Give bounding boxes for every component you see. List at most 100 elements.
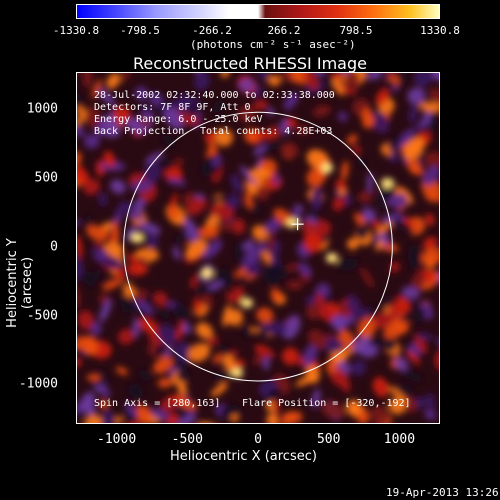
x-tick-label: -1000 [97, 432, 137, 447]
heatmap-blob [256, 73, 270, 81]
heatmap-blob [281, 142, 299, 160]
info-method: Back Projection [94, 126, 185, 137]
heatmap-blob [243, 239, 254, 251]
heatmap-blob [100, 255, 123, 270]
heatmap-blob [175, 405, 188, 419]
heatmap-blob [424, 151, 439, 170]
heatmap-blob [256, 329, 270, 338]
heatmap-blob [403, 137, 425, 160]
heatmap-blob [82, 338, 99, 356]
heatmap-blob [209, 196, 230, 203]
heatmap-blob [359, 343, 378, 358]
heatmap-blob [182, 322, 192, 334]
heatmap-blob [128, 262, 146, 276]
heatmap-blob [226, 309, 244, 326]
heatmap-blob [190, 273, 199, 289]
heatmap-blob [160, 398, 176, 413]
heatmap-blob [195, 322, 213, 339]
heatmap-blob [99, 399, 109, 410]
heatmap-blob [261, 250, 272, 264]
heatmap-blob [388, 398, 406, 415]
heatmap-blob [82, 391, 96, 411]
heatmap-blob [164, 108, 185, 130]
heatmap-hotspot [286, 218, 298, 228]
y-tick-label: -1000 [18, 376, 58, 392]
heatmap-blob [198, 225, 220, 239]
heatmap-blob [362, 206, 372, 223]
heatmap-blob [346, 238, 359, 250]
heatmap-blob [424, 408, 437, 421]
heatmap-blob [77, 310, 95, 331]
heatmap-blob [102, 278, 124, 291]
heatmap-blob [214, 128, 234, 147]
heatmap-blob [127, 210, 145, 221]
heatmap-blob [111, 220, 120, 244]
heatmap-blob [93, 240, 107, 250]
heatmap-blob [383, 321, 407, 339]
heatmap-blob [134, 299, 155, 315]
heatmap-blob [193, 298, 203, 315]
heatmap-blob [413, 308, 426, 324]
heatmap-blob [91, 79, 102, 99]
heatmap-blob [282, 347, 299, 365]
info-time-range: 28-Jul-2002 02:32:40.000 to 02:33:38.000 [94, 90, 335, 101]
heatmap-image [77, 73, 439, 423]
heatmap-blob [218, 221, 235, 231]
heatmap-blob [204, 130, 218, 143]
heatmap-blob [226, 194, 241, 209]
heatmap-blob [98, 192, 108, 207]
heatmap-blob [427, 392, 436, 410]
heatmap-blob [207, 281, 224, 290]
heatmap-blob [263, 356, 270, 371]
heatmap-blob [99, 298, 112, 323]
heatmap-blob [244, 191, 253, 209]
colorbar-tick-label: -798.5 [120, 24, 160, 37]
heatmap-blob [422, 165, 439, 186]
colorbar-tick-label: -266.2 [192, 24, 232, 37]
heatmap-blob [244, 129, 261, 144]
heatmap-blob [159, 158, 174, 171]
heatmap-blob [98, 88, 116, 107]
heatmap-blob [155, 344, 167, 358]
heatmap-blob [332, 77, 344, 96]
heatmap-blob [132, 317, 140, 338]
heatmap-blob [77, 151, 82, 168]
heatmap-blob [256, 130, 280, 140]
heatmap-blob [425, 268, 435, 284]
heatmap-blob [133, 197, 146, 212]
heatmap-blob [303, 234, 323, 253]
heatmap-blob [100, 409, 114, 423]
heatmap-blob [110, 179, 126, 194]
heatmap-blob [114, 415, 122, 423]
heatmap-blob [337, 257, 359, 271]
heatmap-blob [230, 414, 239, 423]
heatmap-blob [231, 286, 245, 300]
info-spin-axis: Spin Axis = [280,163] [94, 398, 221, 409]
heatmap-blob [121, 303, 139, 314]
heatmap-blob [256, 307, 274, 323]
heatmap-blob [104, 241, 124, 257]
heatmap-blob [429, 180, 439, 203]
heatmap-blob [262, 139, 285, 153]
heatmap-blob [77, 256, 84, 281]
colorbar-units: (photons cm⁻² s⁻¹ asec⁻²) [190, 38, 356, 51]
heatmap-blob [138, 221, 161, 235]
heatmap-blob [248, 167, 271, 181]
heatmap-blob [220, 73, 230, 78]
heatmap-blob [337, 188, 347, 195]
heatmap-blob [311, 388, 321, 409]
heatmap-blob [156, 101, 169, 112]
heatmap-blob [337, 369, 351, 393]
heatmap-blob [124, 117, 143, 131]
heatmap-blob [355, 223, 370, 240]
heatmap-blob [416, 332, 435, 341]
heatmap-blob [100, 388, 111, 397]
heatmap-blob [179, 114, 201, 126]
heatmap-blob [149, 408, 170, 421]
heatmap-hotspot [231, 368, 243, 378]
info-energy-range: Energy Range: 6.0 - 25.0 keV [94, 114, 263, 125]
heatmap-blob [266, 413, 279, 423]
colorbar-tick-label: 1330.8 [420, 24, 460, 37]
heatmap-blob [272, 321, 287, 336]
heatmap-blob [213, 354, 222, 363]
